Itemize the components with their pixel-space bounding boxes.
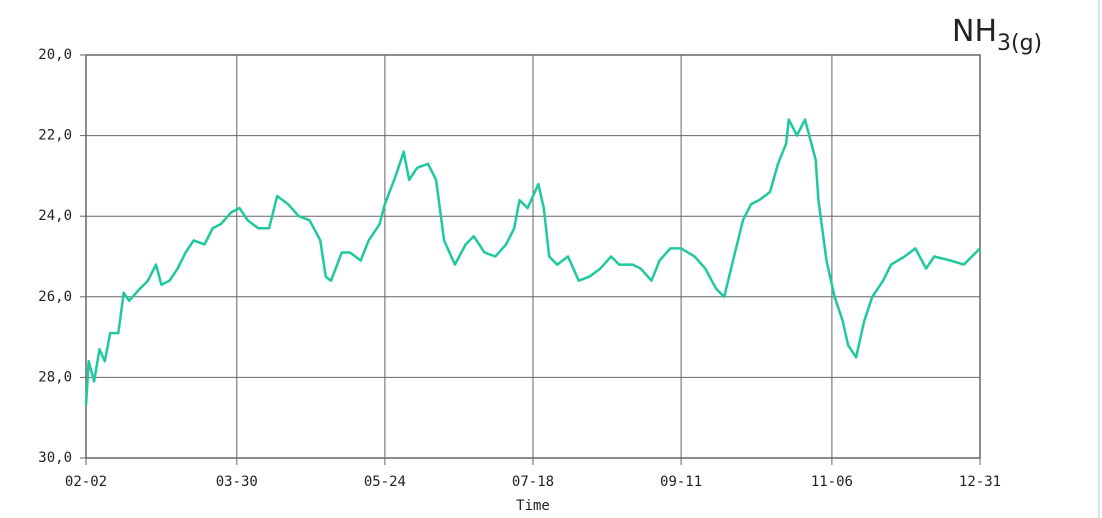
title-main: NH: [952, 14, 997, 49]
y-tick-label: 24,0: [38, 208, 72, 224]
x-axis-label: Time: [516, 498, 550, 514]
x-tick-label: 09-11: [660, 474, 702, 490]
title-subscript: 3(g): [997, 31, 1042, 56]
data-line: [84, 118, 981, 406]
y-tick-label: 26,0: [38, 289, 72, 305]
x-tick-label: 05-24: [364, 474, 406, 490]
x-tick-label: 02-02: [65, 474, 107, 490]
y-tick-label: 30,0: [38, 450, 72, 466]
x-tick-label: 03-30: [216, 474, 258, 490]
x-tick-label: 07-18: [512, 474, 554, 490]
x-tick-label: 11-06: [811, 474, 853, 490]
y-tick-label: 20,0: [38, 47, 72, 63]
plot-frame: [85, 54, 981, 459]
chart-title: NH3(g): [952, 14, 1042, 57]
y-tick-label: 22,0: [38, 128, 72, 144]
y-tick-label: 28,0: [38, 369, 72, 385]
x-tick-label: 12-31: [959, 474, 1001, 490]
